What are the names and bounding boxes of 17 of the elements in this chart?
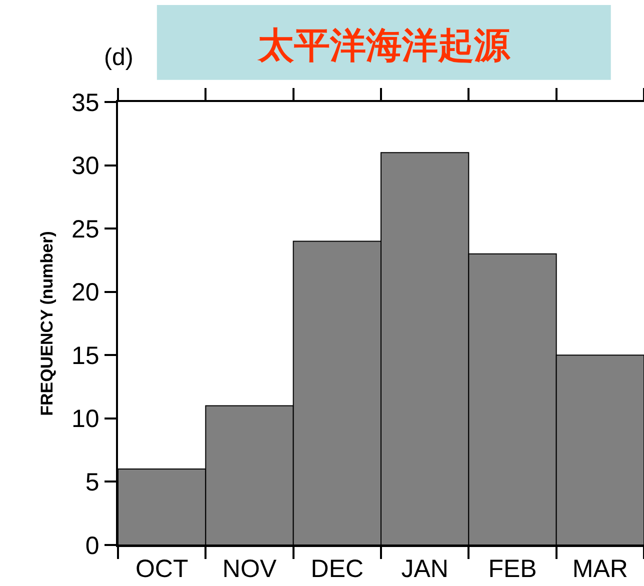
y-tick-label: 0	[85, 532, 100, 560]
x-tick-label: OCT	[135, 555, 188, 583]
y-tick-label: 25	[71, 215, 100, 244]
chart-title: 太平洋海洋起源	[257, 24, 512, 66]
y-tick-label: 10	[71, 405, 100, 434]
y-tick-label: 30	[71, 152, 100, 180]
y-tick-label: 5	[85, 468, 100, 496]
y-tick-label: 20	[71, 278, 100, 307]
y-tick-label: 15	[71, 342, 100, 370]
y-tick-label: 35	[71, 88, 100, 117]
x-tick-label: DEC	[310, 555, 364, 583]
x-tick-label: NOV	[222, 555, 277, 583]
x-tick-label: FEB	[488, 555, 537, 583]
text: (d)	[104, 44, 134, 71]
x-tick-label: MAR	[572, 555, 628, 583]
x-tick-label: JAN	[401, 555, 448, 583]
y-axis-title: FREQUENCY (number)	[37, 231, 56, 416]
